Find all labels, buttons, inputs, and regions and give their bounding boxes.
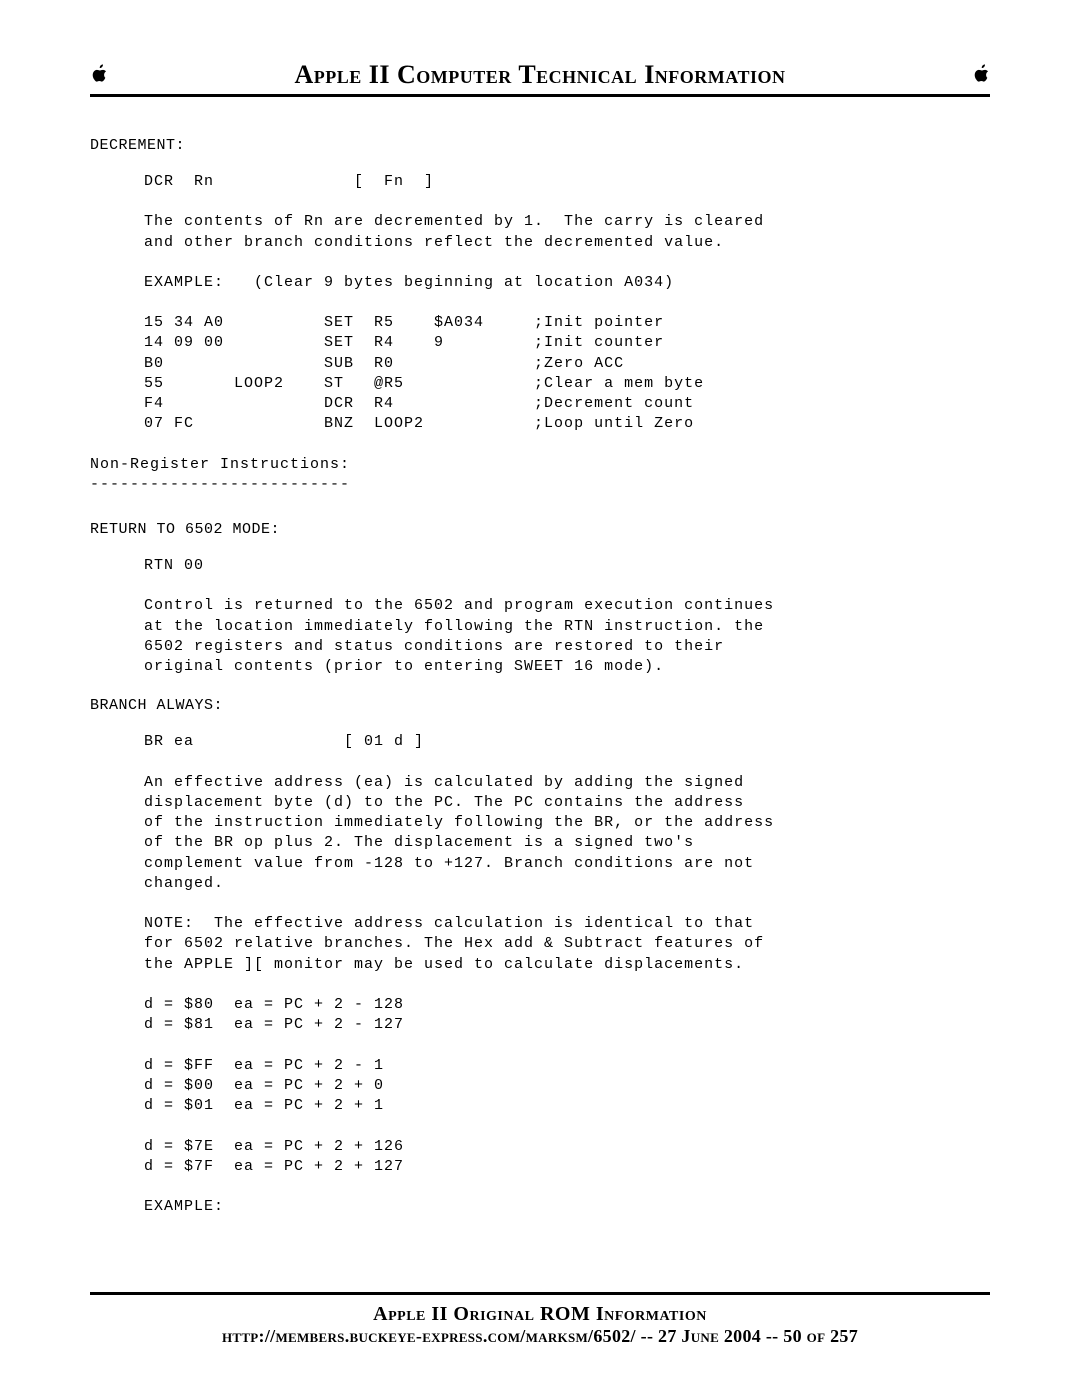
apple-logo-right-icon xyxy=(972,63,990,88)
dcr-example-code: 15 34 A0 SET R5 $A034 ;Init pointer 14 0… xyxy=(144,313,990,435)
footer-title: Apple II Original ROM Information xyxy=(90,1303,990,1326)
br-note: NOTE: The effective address calculation … xyxy=(144,914,990,975)
rtn-description: Control is returned to the 6502 and prog… xyxy=(144,596,990,677)
document-body: DECREMENT: DCR Rn [ Fn ] The contents of… xyxy=(90,137,990,1217)
rtn-heading: RETURN TO 6502 MODE: xyxy=(90,521,990,538)
dcr-example-label: EXAMPLE: (Clear 9 bytes beginning at loc… xyxy=(144,273,990,293)
nonreg-heading: Non-Register Instructions: -------------… xyxy=(90,455,990,496)
apple-logo-left-icon xyxy=(90,63,108,88)
page-title: Apple II Computer Technical Information xyxy=(295,60,786,90)
page-footer: Apple II Original ROM Information http:/… xyxy=(90,1292,990,1347)
br-syntax: BR ea [ 01 d ] xyxy=(144,732,990,752)
decrement-heading: DECREMENT: xyxy=(90,137,990,154)
footer-url-line: http://members.buckeye-express.com/marks… xyxy=(90,1326,990,1347)
dcr-description: The contents of Rn are decremented by 1.… xyxy=(144,212,990,253)
dcr-syntax: DCR Rn [ Fn ] xyxy=(144,172,990,192)
br-description: An effective address (ea) is calculated … xyxy=(144,773,990,895)
page-header: Apple II Computer Technical Information xyxy=(90,60,990,97)
br-heading: BRANCH ALWAYS: xyxy=(90,697,990,714)
example-trailing: EXAMPLE: xyxy=(144,1197,990,1217)
rtn-syntax: RTN 00 xyxy=(144,556,990,576)
br-table: d = $80 ea = PC + 2 - 128 d = $81 ea = P… xyxy=(144,995,990,1177)
